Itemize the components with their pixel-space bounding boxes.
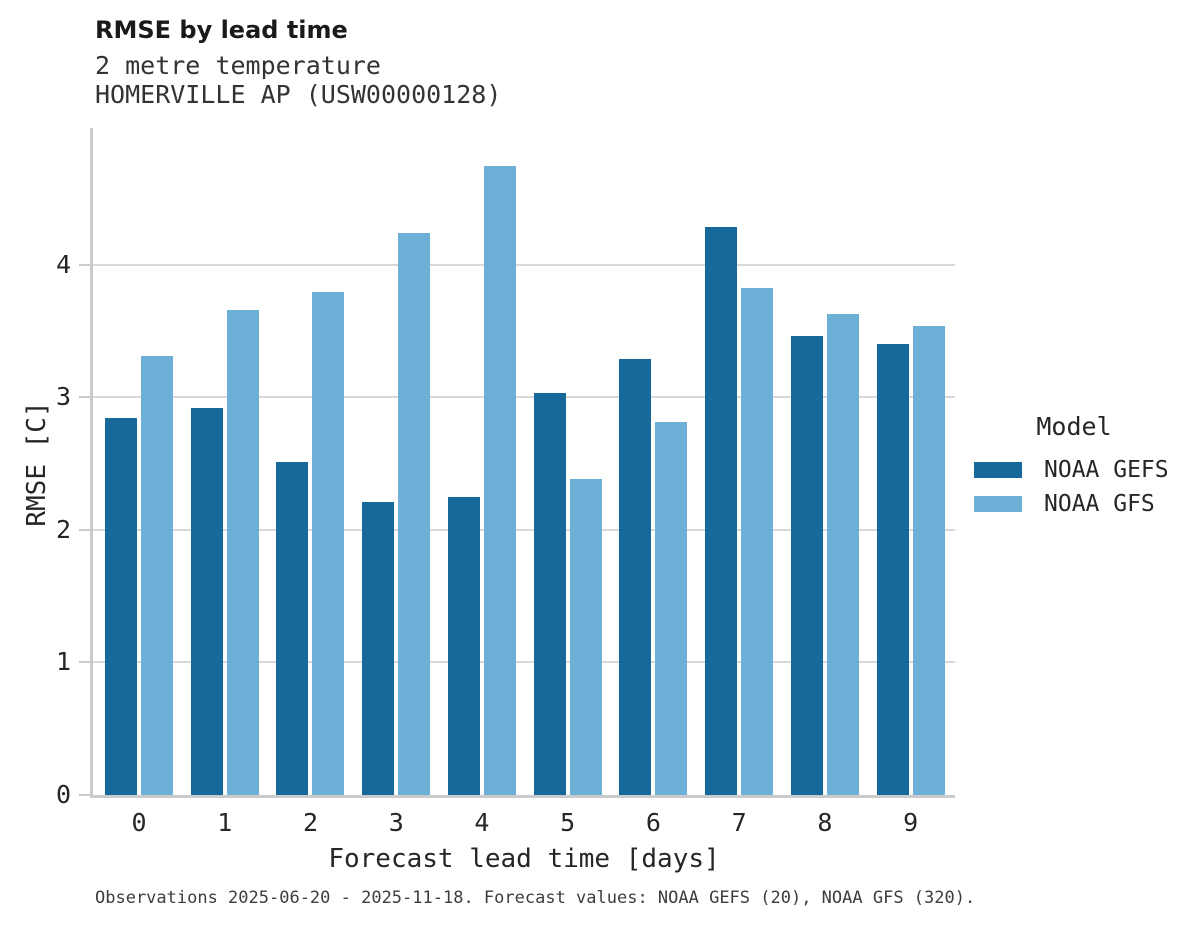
bar-noaa-gefs-lead-3 bbox=[362, 501, 395, 795]
bar-noaa-gfs-lead-1 bbox=[226, 309, 259, 795]
x-axis-title: Forecast lead time [days] bbox=[328, 844, 720, 874]
x-tick-label-8: 8 bbox=[817, 808, 833, 837]
bar-group-lead-1 bbox=[190, 128, 259, 795]
y-tick-mark-3 bbox=[79, 396, 90, 399]
x-tick-label-7: 7 bbox=[731, 808, 747, 837]
x-tick-label-5: 5 bbox=[560, 808, 576, 837]
bar-noaa-gfs-lead-2 bbox=[312, 292, 345, 795]
bar-noaa-gefs-lead-1 bbox=[190, 407, 223, 795]
bar-noaa-gefs-lead-2 bbox=[276, 462, 309, 795]
y-tick-label-1: 1 bbox=[55, 647, 71, 677]
x-tick-label-0: 0 bbox=[131, 808, 147, 837]
bar-noaa-gefs-lead-4 bbox=[447, 496, 480, 795]
gridline-y-2 bbox=[93, 528, 955, 531]
y-tick-label-0: 0 bbox=[55, 780, 71, 809]
bar-noaa-gfs-lead-0 bbox=[141, 356, 173, 795]
bar-noaa-gfs-lead-8 bbox=[826, 313, 859, 795]
x-tick-label-9: 9 bbox=[903, 808, 919, 837]
x-tick-label-1: 1 bbox=[217, 808, 233, 837]
bar-group-lead-6 bbox=[619, 128, 688, 795]
gridline-y-4 bbox=[93, 263, 955, 266]
y-axis-line bbox=[90, 128, 93, 798]
y-tick-mark-2 bbox=[79, 528, 90, 531]
y-tick-label-4: 4 bbox=[55, 249, 71, 279]
legend-entries: NOAA GEFS NOAA GFS bbox=[974, 453, 1174, 521]
bar-group-lead-8 bbox=[790, 128, 859, 795]
bar-group-lead-3 bbox=[362, 128, 431, 795]
x-tick-label-6: 6 bbox=[645, 808, 661, 837]
plot-area: 0 1 2 3 4 bbox=[56, 128, 955, 808]
legend-swatch-icon bbox=[974, 496, 1022, 512]
bar-group-lead-7 bbox=[705, 128, 774, 795]
legend-label: NOAA GFS bbox=[1044, 491, 1155, 517]
bar-noaa-gefs-lead-6 bbox=[619, 358, 652, 795]
bar-noaa-gefs-lead-0 bbox=[105, 418, 137, 795]
y-tick-label-2: 2 bbox=[55, 514, 71, 544]
bar-noaa-gfs-lead-3 bbox=[398, 232, 431, 795]
legend-title: Model bbox=[1036, 412, 1112, 441]
bar-group-lead-2 bbox=[276, 128, 345, 795]
bar-noaa-gefs-lead-9 bbox=[876, 344, 909, 795]
x-tick-label-4: 4 bbox=[474, 808, 490, 837]
y-tick-mark-1 bbox=[79, 661, 90, 664]
bar-group-lead-9 bbox=[876, 128, 945, 795]
bar-noaa-gfs-lead-5 bbox=[569, 479, 602, 795]
bar-noaa-gfs-lead-7 bbox=[741, 288, 774, 795]
x-tick-label-2: 2 bbox=[302, 808, 318, 837]
bar-noaa-gfs-lead-6 bbox=[655, 422, 688, 795]
legend-entry-noaa-gfs: NOAA GFS bbox=[974, 487, 1174, 521]
gridline-y-1 bbox=[93, 661, 955, 664]
bar-group-lead-4 bbox=[447, 128, 516, 795]
bar-noaa-gfs-lead-4 bbox=[483, 166, 516, 795]
y-tick-label-3: 3 bbox=[55, 382, 71, 412]
bar-noaa-gefs-lead-5 bbox=[533, 393, 566, 795]
y-tick-mark-0 bbox=[79, 794, 90, 796]
chart-title: RMSE by lead time bbox=[95, 16, 348, 44]
bar-noaa-gefs-lead-7 bbox=[705, 227, 738, 795]
footer-note: Observations 2025-06-20 - 2025-11-18. Fo… bbox=[95, 888, 976, 908]
bar-group-lead-5 bbox=[533, 128, 602, 795]
bar-noaa-gfs-lead-9 bbox=[912, 325, 945, 795]
legend-swatch-icon bbox=[974, 462, 1022, 478]
gridline-y-3 bbox=[93, 396, 955, 399]
y-tick-mark-4 bbox=[79, 263, 90, 266]
x-tick-label-3: 3 bbox=[388, 808, 404, 837]
chart-subtitle-variable: 2 metre temperature bbox=[95, 51, 381, 80]
legend: Model NOAA GEFS NOAA GFS bbox=[974, 412, 1174, 521]
bar-noaa-gefs-lead-8 bbox=[790, 336, 823, 795]
x-axis-line bbox=[90, 795, 955, 798]
legend-entry-noaa-gefs: NOAA GEFS bbox=[974, 453, 1174, 487]
legend-label: NOAA GEFS bbox=[1044, 457, 1169, 483]
bar-group-lead-0 bbox=[105, 128, 173, 795]
chart-subtitle-station: HOMERVILLE AP (USW00000128) bbox=[95, 80, 502, 109]
